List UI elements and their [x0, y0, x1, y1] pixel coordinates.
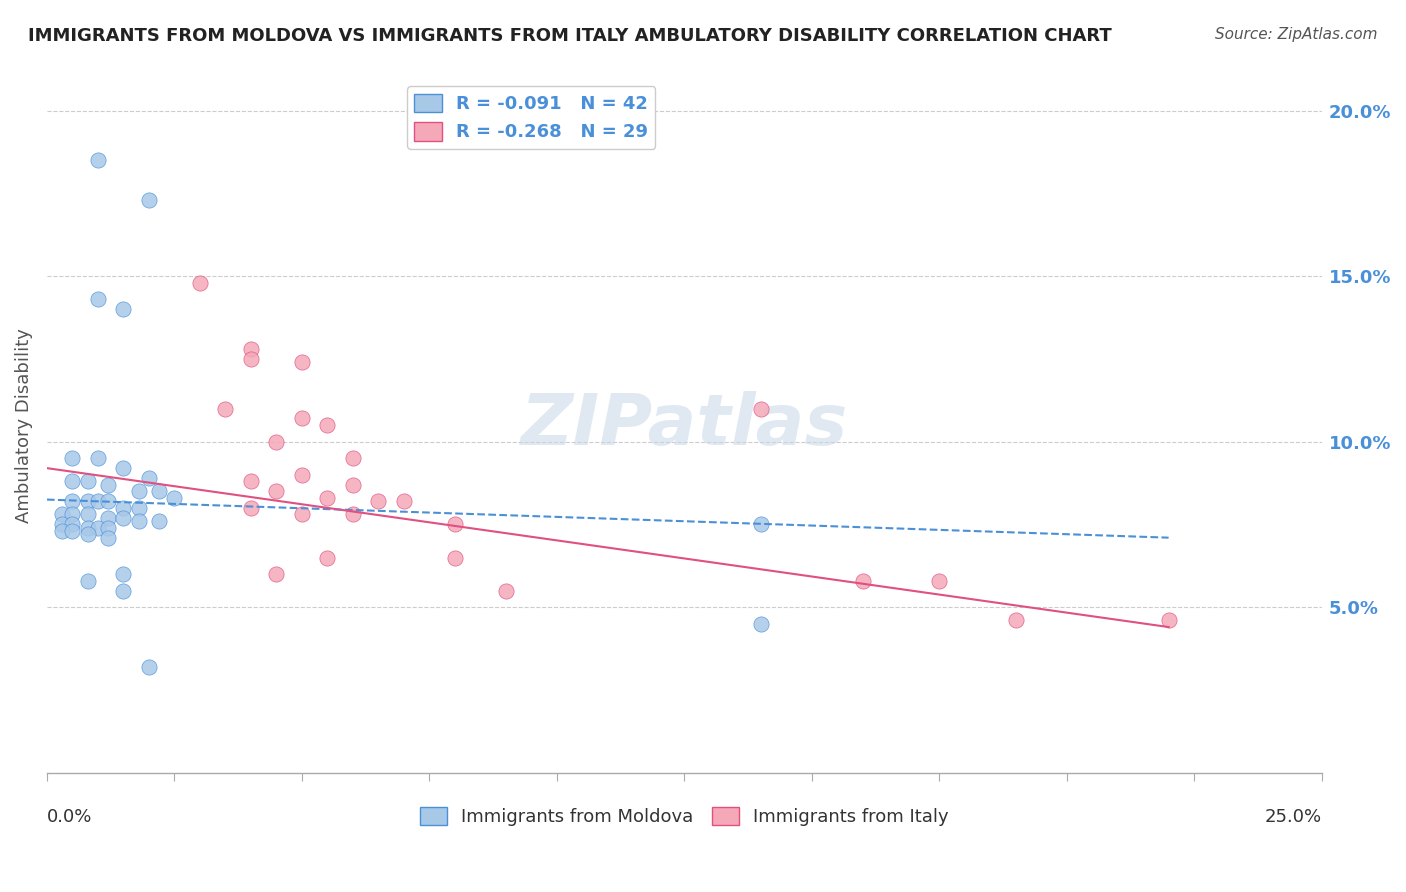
Point — [749, 616, 772, 631]
Point — [291, 355, 314, 369]
Point — [148, 484, 170, 499]
Point — [60, 524, 83, 538]
Point — [128, 484, 150, 499]
Point — [60, 494, 83, 508]
Point — [87, 293, 110, 307]
Point — [97, 531, 120, 545]
Point — [112, 500, 135, 515]
Text: 0.0%: 0.0% — [46, 807, 93, 825]
Point — [495, 583, 517, 598]
Point — [97, 510, 120, 524]
Point — [51, 517, 73, 532]
Point — [443, 517, 465, 532]
Point — [291, 508, 314, 522]
Legend: Immigrants from Moldova, Immigrants from Italy: Immigrants from Moldova, Immigrants from… — [412, 799, 956, 833]
Point — [76, 574, 98, 588]
Point — [316, 418, 339, 433]
Point — [76, 494, 98, 508]
Point — [60, 508, 83, 522]
Point — [852, 574, 875, 588]
Point — [51, 524, 73, 538]
Point — [342, 451, 364, 466]
Point — [87, 521, 110, 535]
Point — [51, 508, 73, 522]
Point — [188, 276, 211, 290]
Point — [443, 550, 465, 565]
Text: Source: ZipAtlas.com: Source: ZipAtlas.com — [1215, 27, 1378, 42]
Point — [97, 477, 120, 491]
Point — [163, 491, 186, 505]
Point — [128, 500, 150, 515]
Point — [214, 401, 236, 416]
Point — [239, 475, 262, 489]
Point — [342, 477, 364, 491]
Point — [97, 494, 120, 508]
Text: ZIPatlas: ZIPatlas — [520, 391, 848, 459]
Point — [316, 550, 339, 565]
Point — [291, 467, 314, 482]
Point — [76, 508, 98, 522]
Point — [60, 517, 83, 532]
Point — [239, 351, 262, 366]
Point — [342, 508, 364, 522]
Point — [60, 451, 83, 466]
Point — [112, 302, 135, 317]
Point — [266, 484, 288, 499]
Point — [112, 583, 135, 598]
Point — [392, 494, 415, 508]
Point — [87, 153, 110, 168]
Point — [112, 461, 135, 475]
Point — [291, 411, 314, 425]
Point — [138, 471, 160, 485]
Point — [112, 510, 135, 524]
Point — [1157, 614, 1180, 628]
Point — [60, 475, 83, 489]
Text: IMMIGRANTS FROM MOLDOVA VS IMMIGRANTS FROM ITALY AMBULATORY DISABILITY CORRELATI: IMMIGRANTS FROM MOLDOVA VS IMMIGRANTS FR… — [28, 27, 1112, 45]
Point — [138, 193, 160, 207]
Point — [239, 500, 262, 515]
Point — [749, 517, 772, 532]
Point — [97, 521, 120, 535]
Y-axis label: Ambulatory Disability: Ambulatory Disability — [15, 327, 32, 523]
Point — [316, 491, 339, 505]
Point — [76, 527, 98, 541]
Point — [112, 567, 135, 582]
Text: 25.0%: 25.0% — [1264, 807, 1322, 825]
Point — [138, 660, 160, 674]
Point — [76, 521, 98, 535]
Point — [87, 451, 110, 466]
Point — [266, 567, 288, 582]
Point — [87, 494, 110, 508]
Point — [749, 401, 772, 416]
Point — [148, 514, 170, 528]
Point — [239, 342, 262, 356]
Point — [128, 514, 150, 528]
Point — [1004, 614, 1026, 628]
Point — [76, 475, 98, 489]
Point — [928, 574, 950, 588]
Point — [367, 494, 389, 508]
Point — [266, 434, 288, 449]
